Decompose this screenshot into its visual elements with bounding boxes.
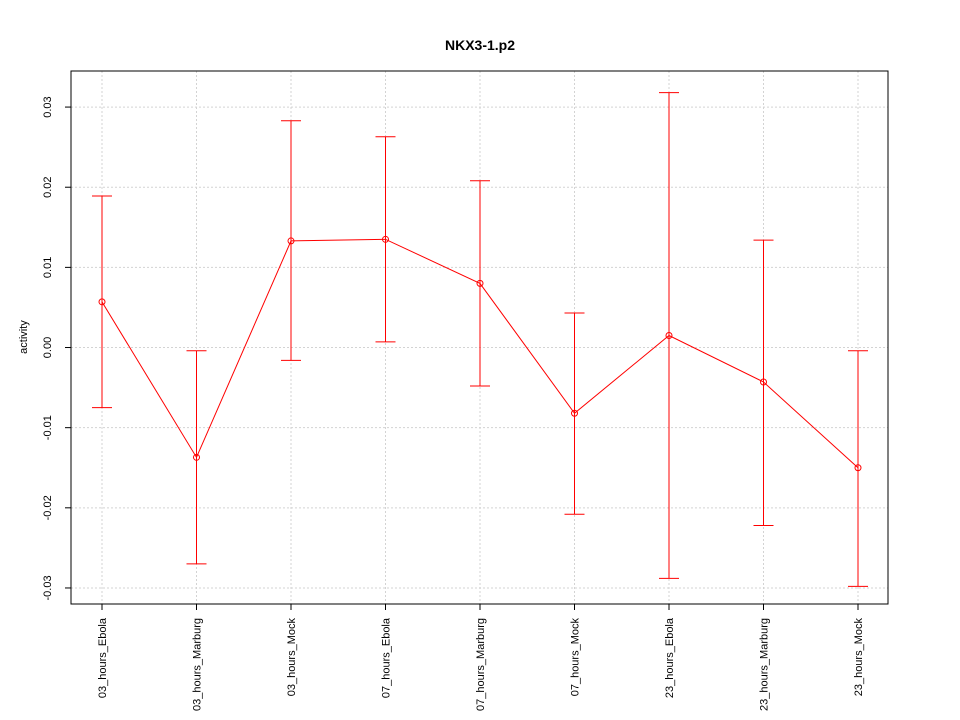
data-point (476, 279, 484, 287)
x-tick-label: 03_hours_Mock (286, 618, 298, 697)
data-point (571, 409, 578, 417)
x-tick-label: 23_hours_Ebola (664, 617, 676, 698)
data-point (98, 298, 106, 306)
y-axis: -0.03 -0.02 -0.01 0.00 0.01 0.02 0.03 (42, 96, 71, 601)
x-tick-label: 03_hours_Ebola (97, 617, 109, 698)
x-tick-label: 03_hours_Marburg (192, 618, 204, 711)
x-axis: 03_hours_Ebola 03_hours_Marburg 03_hours_M… (97, 604, 865, 711)
data-point (287, 237, 295, 245)
x-tick-label: 23_hours_Marburg (759, 618, 771, 711)
x-tick-label: 07_hours_Mock (570, 618, 582, 697)
chart-title: NKX3-1.p2 (445, 37, 515, 53)
y-tick-label: -0.03 (42, 575, 54, 600)
data-point (382, 235, 389, 243)
y-tick-label: 0.03 (42, 96, 54, 117)
y-tick-label: 0.00 (42, 337, 54, 358)
x-tick-label: 07_hours_Ebola (381, 617, 393, 698)
data-point (193, 453, 200, 461)
data-point (760, 378, 767, 386)
data-point (665, 331, 673, 339)
y-tick-label: 0.01 (42, 257, 54, 278)
y-tick-label: 0.02 (42, 177, 54, 198)
y-tick-label: -0.01 (42, 415, 54, 440)
x-tick-label: 23_hours_Mock (853, 618, 865, 697)
y-tick-label: -0.02 (42, 495, 54, 520)
data-marks (92, 92, 868, 587)
y-axis-label: activity (18, 320, 30, 354)
data-point (854, 464, 862, 472)
x-tick-label: 07_hours_Marburg (475, 618, 487, 711)
series-line (101, 238, 859, 469)
